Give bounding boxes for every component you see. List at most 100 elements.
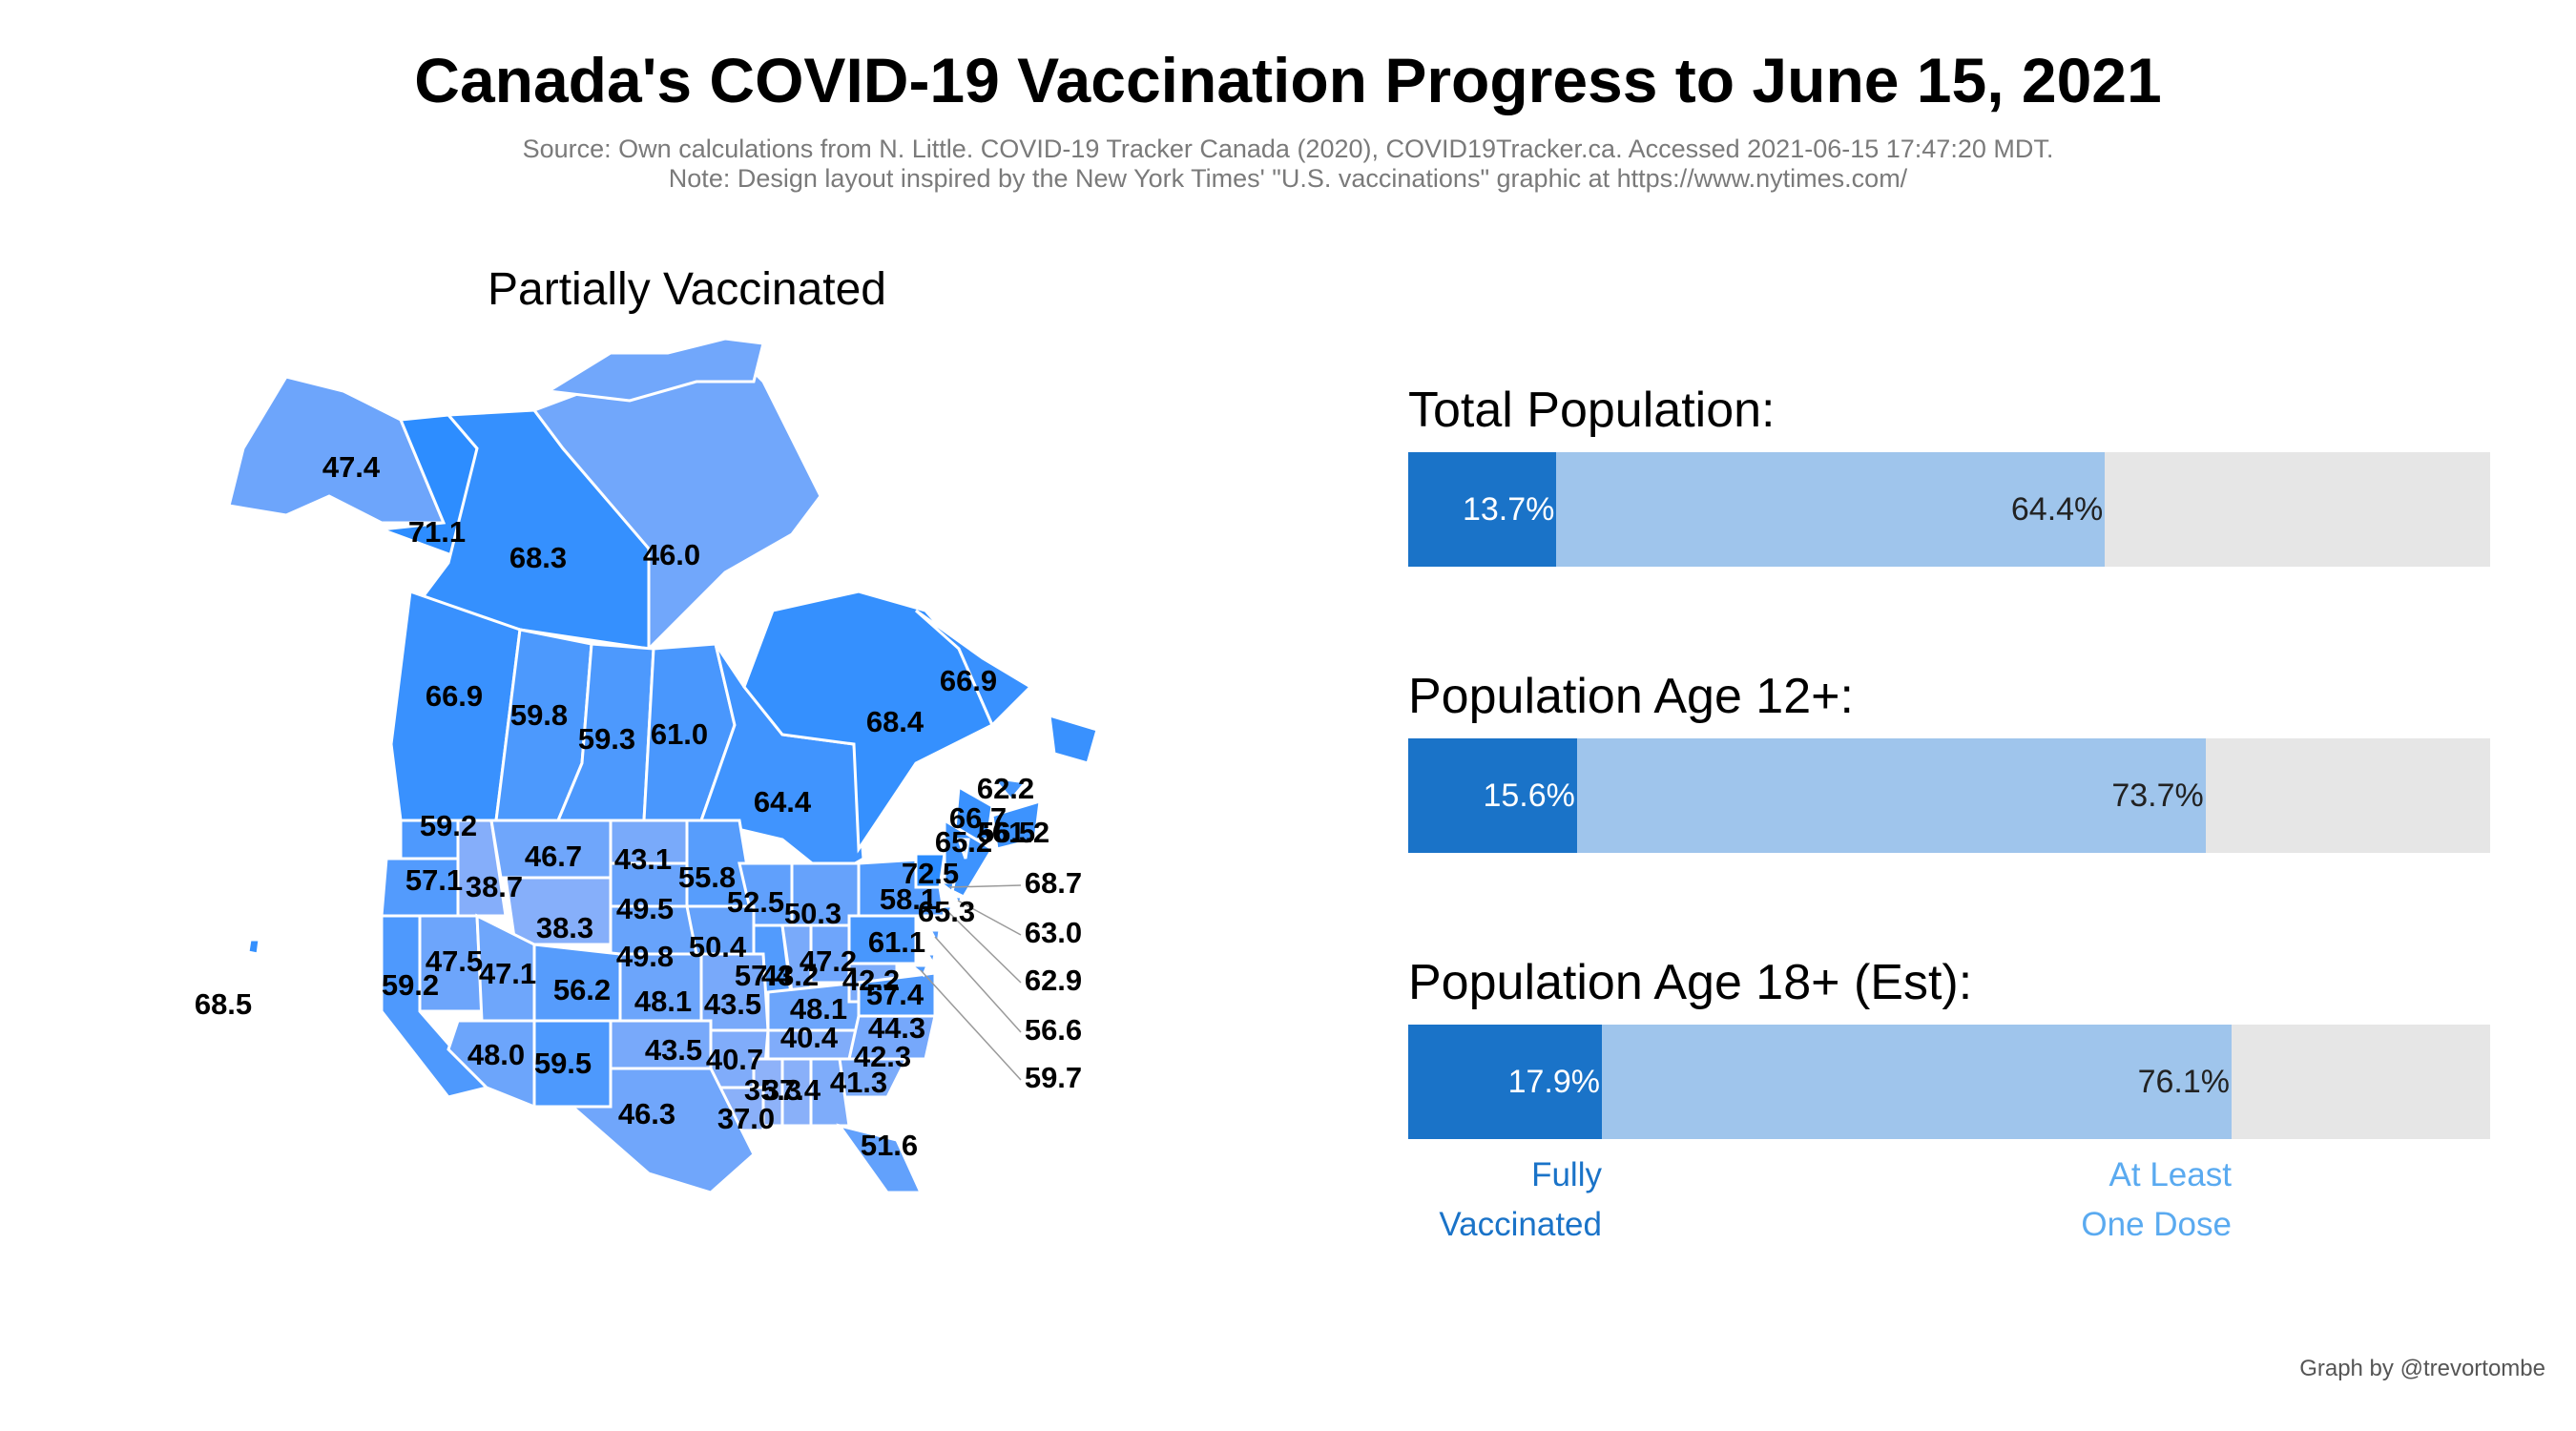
value-label-rhode-island: 63.0 <box>1025 916 1082 949</box>
value-label-nevada: 47.5 <box>426 944 483 978</box>
leader-line-new-jersey <box>934 936 1022 1033</box>
label-fully-age18: 17.9% <box>1507 1064 1600 1100</box>
region-new-brunswick <box>952 784 994 841</box>
chart-title: Canada's COVID-19 Vaccination Progress t… <box>414 45 2162 115</box>
leader-line-massachusetts <box>948 884 1022 888</box>
value-label-virginia: 57.4 <box>866 978 924 1011</box>
value-label-north-carolina: 44.3 <box>868 1011 925 1045</box>
value-label-texas: 46.3 <box>618 1097 675 1130</box>
value-label-north-dakota: 43.1 <box>614 842 672 876</box>
bar-track-total: 13.7% 64.4% <box>1408 452 2490 567</box>
value-label-prince-edward-island: 62.2 <box>977 772 1034 805</box>
region-florida <box>836 1123 924 1194</box>
value-label-new-york: 58.1 <box>880 882 937 916</box>
value-label-colorado: 56.2 <box>553 973 611 1006</box>
value-label-yukon: 71.1 <box>408 515 466 549</box>
value-label-british-columbia: 66.9 <box>426 679 483 713</box>
value-label-alberta: 59.8 <box>510 698 568 732</box>
region-hawaii <box>246 938 261 956</box>
value-label-kansas: 48.1 <box>634 985 692 1018</box>
region-alaska <box>227 375 447 525</box>
value-label-new-jersey: 56.6 <box>1025 1013 1082 1047</box>
region-idaho <box>456 819 508 918</box>
region-arizona <box>447 1019 536 1110</box>
value-label-saskatchewan: 59.3 <box>578 722 635 756</box>
bar-fully-vaccinated-age18 <box>1408 1025 1602 1139</box>
value-label-ohio: 47.2 <box>800 944 857 978</box>
value-label-new-mexico: 59.5 <box>534 1047 592 1080</box>
legend-fully-line2: Vaccinated <box>1439 1206 1602 1243</box>
region-nunavut-islands <box>544 337 765 403</box>
region-new-hampshire <box>956 838 970 860</box>
region-quebec <box>742 590 994 854</box>
map-value-labels: 47.4 71.1 68.3 46.0 66.9 59.8 59.3 61.0 64.4 68.4… <box>195 450 1082 1162</box>
region-texas <box>569 1067 756 1194</box>
legend-at-least-one-dose: At Least One Dose <box>1813 1151 2232 1250</box>
region-prince-edward-island <box>988 775 1028 802</box>
value-label-iowa: 50.4 <box>689 930 747 964</box>
value-label-illinois: 57.4 <box>735 959 793 992</box>
value-label-alabama: 37.4 <box>763 1073 821 1107</box>
value-label-minnesota: 55.8 <box>678 861 736 894</box>
value-label-oklahoma: 43.5 <box>645 1033 702 1067</box>
label-fully-total: 13.7% <box>1462 491 1555 528</box>
label-dose-age18: 76.1% <box>2137 1064 2230 1100</box>
value-label-missouri: 43.5 <box>704 987 761 1021</box>
value-label-oregon: 57.1 <box>405 863 463 897</box>
value-label-idaho: 38.7 <box>466 870 523 903</box>
bar-fully-vaccinated-age12 <box>1408 738 1577 853</box>
credit: Graph by @trevortombe <box>2299 1356 2545 1381</box>
region-delaware <box>924 952 937 968</box>
value-label-new-brunswick: 66.7 <box>949 801 1007 835</box>
bar-track-age12: 15.6% 73.7% <box>1408 738 2490 853</box>
value-label-nova-scotia: 65.2 <box>935 825 992 859</box>
value-label-west-virginia: 42.2 <box>842 964 900 997</box>
value-label-newfoundland-and-labrador: 66.9 <box>940 664 997 697</box>
map-leader-lines <box>920 884 1022 1081</box>
region-maryland <box>906 964 930 978</box>
source-note: Source: Own calculations from N. Little.… <box>522 135 2054 163</box>
value-label-louisiana: 37.0 <box>717 1102 775 1135</box>
value-label-pennsylvania: 61.1 <box>868 925 925 959</box>
value-label-florida: 51.6 <box>861 1129 918 1162</box>
panel-title-total: Total Population: <box>1408 383 1776 438</box>
panel-title-age12: Population Age 12+: <box>1408 669 1854 724</box>
value-label-manitoba: 61.0 <box>651 717 708 751</box>
value-label-arkansas: 40.7 <box>706 1043 763 1076</box>
value-label-georgia: 41.3 <box>830 1066 887 1099</box>
region-maine <box>943 818 995 899</box>
region-nova-scotia <box>990 798 1042 851</box>
value-label-new-hampshire: 61.2 <box>992 816 1049 849</box>
value-label-wyoming: 38.3 <box>536 911 593 944</box>
design-note: Note: Design layout inspired by the New … <box>668 164 1908 193</box>
value-label-washington: 59.2 <box>420 809 477 842</box>
region-newfoundland-and-labrador <box>915 609 1033 728</box>
value-label-delaware: 56.5 <box>978 816 1035 849</box>
label-fully-age12: 15.6% <box>1483 778 1575 814</box>
bar-track-age18: 17.9% 76.1% <box>1408 1025 2490 1139</box>
value-label-mississippi: 35.3 <box>744 1073 801 1107</box>
map-regions <box>227 337 1099 1194</box>
value-label-indiana: 43.2 <box>761 959 819 992</box>
value-label-michigan: 50.3 <box>784 897 841 930</box>
legend-dose-line2: One Dose <box>2081 1206 2232 1243</box>
value-label-arizona: 48.0 <box>467 1038 525 1071</box>
label-dose-age12: 73.7% <box>2111 778 2204 814</box>
value-label-connecticut: 62.9 <box>1025 964 1082 997</box>
region-north-carolina <box>847 1014 937 1061</box>
value-label-south-carolina: 42.3 <box>854 1040 911 1073</box>
value-label-california: 59.2 <box>382 968 439 1002</box>
value-label-maryland: 59.7 <box>1025 1061 1082 1094</box>
value-label-quebec: 68.4 <box>866 705 924 738</box>
region-newfoundland-island <box>1048 713 1099 765</box>
value-label-nunavut: 46.0 <box>643 538 700 571</box>
value-label-tennessee: 40.4 <box>780 1021 839 1054</box>
panel-title-age18: Population Age 18+ (Est): <box>1408 955 1973 1010</box>
bar-fully-vaccinated-total <box>1408 452 1557 567</box>
legend-fully-line1: Fully <box>1531 1156 1602 1193</box>
value-label-ontario: 64.4 <box>754 785 812 819</box>
value-label-montana: 46.7 <box>525 840 582 873</box>
value-label-alaska: 47.4 <box>322 450 381 484</box>
value-label-nebraska: 49.8 <box>616 940 674 973</box>
